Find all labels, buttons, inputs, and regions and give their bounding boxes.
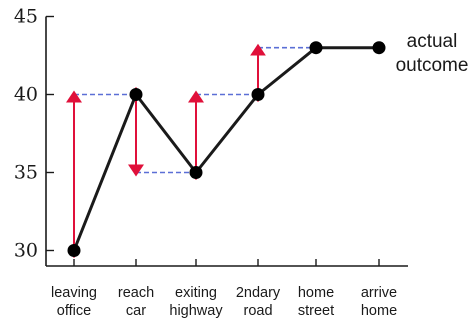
series-group — [67, 41, 386, 257]
x-tick-label: car — [126, 303, 146, 319]
data-point — [372, 41, 386, 55]
x-tick-label: leaving — [51, 285, 97, 301]
x-tick-label: highway — [169, 303, 223, 319]
x-tick-label: arrive — [361, 285, 397, 301]
x-tick-label: road — [243, 303, 272, 319]
y-tick-label: 30 — [14, 240, 38, 262]
data-point — [189, 166, 203, 179]
data-point — [251, 88, 265, 101]
y-tick-label: 35 — [14, 162, 38, 184]
axes — [45, 15, 408, 267]
annotation-line-2: outcome — [396, 55, 469, 76]
y-tick-label: 45 — [14, 6, 38, 28]
annotation-line-1: actual — [407, 31, 458, 52]
x-tick-label: exiting — [175, 285, 217, 301]
labels: 30 35 40 45 leaving office reach car exiting high… — [14, 6, 469, 320]
series-line — [72, 46, 379, 252]
x-tick-label: reach — [118, 285, 154, 301]
x-tick-label: office — [57, 303, 91, 319]
data-point — [67, 244, 81, 257]
x-tick-label: street — [298, 303, 334, 319]
prediction-guides — [66, 43, 316, 258]
x-tick-label: home — [298, 285, 334, 301]
data-point — [129, 88, 143, 101]
y-tick-label: 40 — [14, 84, 38, 106]
data-point — [309, 41, 323, 55]
x-tick-label: home — [361, 303, 397, 319]
x-tick-label: 2ndary — [236, 285, 281, 301]
